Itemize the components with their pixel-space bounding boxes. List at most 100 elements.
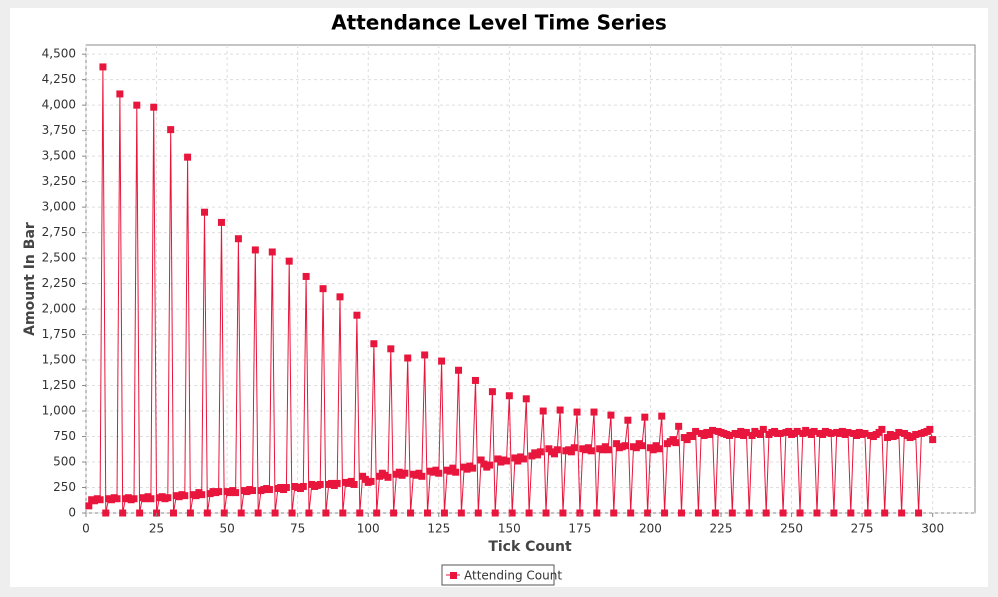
point xyxy=(621,442,629,450)
point xyxy=(350,480,358,488)
point xyxy=(423,509,431,517)
point xyxy=(367,477,375,485)
x-tick-label: 200 xyxy=(639,522,662,536)
point xyxy=(353,311,361,319)
point xyxy=(830,509,838,517)
point xyxy=(796,509,804,517)
point xyxy=(810,427,818,435)
y-tick-label: 1,250 xyxy=(42,378,76,392)
point xyxy=(471,376,479,384)
point xyxy=(745,509,753,517)
point xyxy=(370,340,378,348)
point xyxy=(844,428,852,436)
point xyxy=(435,469,443,477)
point xyxy=(99,63,107,71)
point xyxy=(356,509,364,517)
point xyxy=(658,412,666,420)
point xyxy=(477,456,485,464)
x-tick-label: 250 xyxy=(780,522,803,536)
point xyxy=(254,509,262,517)
point xyxy=(607,411,615,419)
y-tick-label: 1,750 xyxy=(42,327,76,341)
point xyxy=(539,407,547,415)
point xyxy=(440,509,448,517)
point xyxy=(553,446,561,454)
point xyxy=(119,509,127,517)
y-tick-label: 3,500 xyxy=(42,149,76,163)
point xyxy=(438,357,446,365)
point xyxy=(706,430,714,438)
point xyxy=(421,351,429,359)
x-tick-label: 100 xyxy=(357,522,380,536)
point xyxy=(130,495,138,503)
point xyxy=(319,285,327,293)
y-tick-label: 1,000 xyxy=(42,404,76,418)
point xyxy=(336,293,344,301)
grid xyxy=(85,45,975,514)
point xyxy=(113,495,121,503)
point xyxy=(649,446,657,454)
x-tick-label: 0 xyxy=(82,522,90,536)
point xyxy=(638,442,646,450)
point xyxy=(742,428,750,436)
point xyxy=(333,479,341,487)
point xyxy=(689,433,697,441)
y-tick-label: 2,000 xyxy=(42,302,76,316)
point xyxy=(491,509,499,517)
point xyxy=(567,448,575,456)
point xyxy=(912,430,920,438)
point xyxy=(136,509,144,517)
point xyxy=(316,480,324,488)
point xyxy=(384,473,392,481)
y-tick-label: 4,500 xyxy=(42,47,76,61)
legend-marker xyxy=(450,572,457,579)
x-tick-label: 300 xyxy=(921,522,944,536)
point xyxy=(779,509,787,517)
point xyxy=(570,444,578,452)
y-tick-label: 3,750 xyxy=(42,123,76,137)
point xyxy=(593,509,601,517)
point xyxy=(488,388,496,396)
point xyxy=(373,509,381,517)
point xyxy=(147,495,155,503)
point xyxy=(217,218,225,226)
x-axis-label: Tick Count xyxy=(488,539,572,555)
point xyxy=(827,429,835,437)
point xyxy=(728,509,736,517)
point xyxy=(486,461,494,469)
legend xyxy=(441,564,555,586)
y-tick-label: 3,250 xyxy=(42,174,76,188)
point xyxy=(288,509,296,517)
point xyxy=(915,509,923,517)
point xyxy=(285,257,293,265)
point xyxy=(220,509,228,517)
point xyxy=(542,509,550,517)
point xyxy=(627,509,635,517)
point xyxy=(613,440,621,448)
point xyxy=(762,509,770,517)
point xyxy=(813,509,821,517)
point xyxy=(864,509,872,517)
x-tick-label: 25 xyxy=(149,522,164,536)
x-tick-label: 275 xyxy=(851,522,874,536)
point xyxy=(215,488,223,496)
point xyxy=(692,427,700,435)
point xyxy=(164,494,172,502)
point xyxy=(677,509,685,517)
point xyxy=(793,427,801,435)
point xyxy=(610,509,618,517)
point xyxy=(249,487,257,495)
point xyxy=(232,489,240,497)
point xyxy=(709,426,717,434)
point xyxy=(198,491,206,499)
point xyxy=(661,509,669,517)
point xyxy=(181,492,189,500)
point xyxy=(234,235,242,243)
y-tick-label: 0 xyxy=(68,506,76,520)
y-tick-label: 3,000 xyxy=(42,200,76,214)
point xyxy=(305,509,313,517)
point xyxy=(675,422,683,430)
point xyxy=(167,126,175,134)
point xyxy=(265,486,273,494)
point xyxy=(339,509,347,517)
